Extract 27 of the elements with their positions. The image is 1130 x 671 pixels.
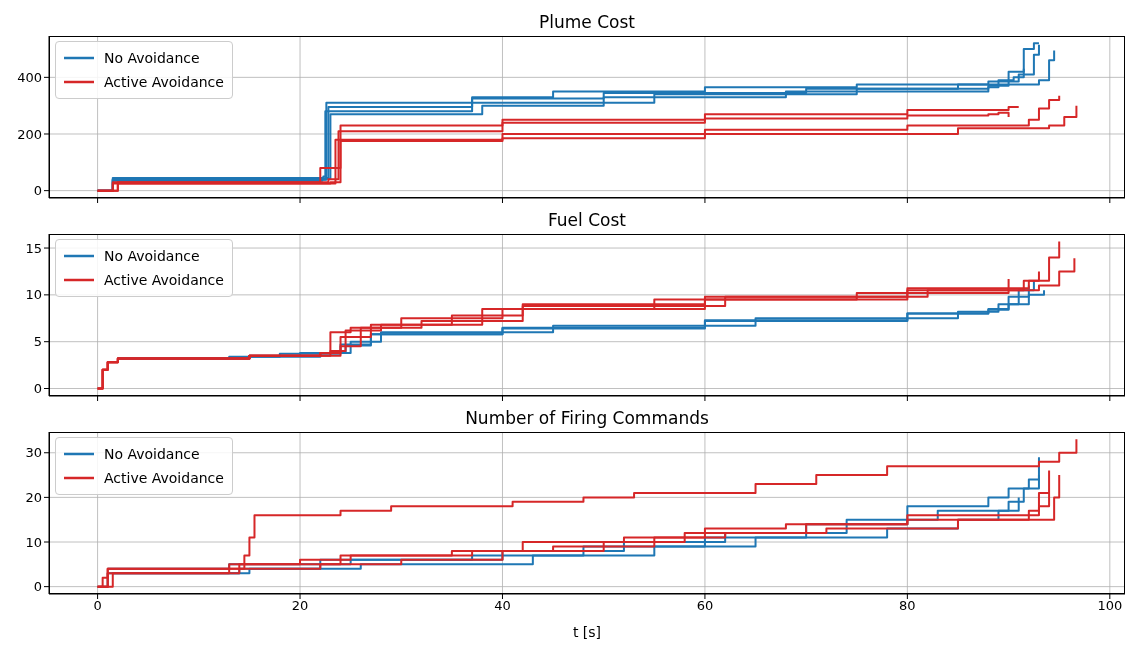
x-tick-label: 40 xyxy=(494,598,511,614)
legend-label: No Avoidance xyxy=(104,248,200,264)
x-tick-label: 20 xyxy=(291,598,309,614)
y-tick-label: 200 xyxy=(17,126,42,142)
x-tick-label: 100 xyxy=(1097,598,1123,614)
x-tick-label: 0 xyxy=(93,598,102,614)
y-tick-label: 15 xyxy=(25,240,42,256)
y-tick-label: 0 xyxy=(33,381,42,397)
y-tick-label: 20 xyxy=(25,490,42,505)
chart-title: Plume Cost xyxy=(538,11,636,34)
legend-label: No Avoidance xyxy=(104,446,200,462)
legend-label: No Avoidance xyxy=(104,50,200,66)
x-tick-label: 60 xyxy=(696,598,714,614)
legend-label: Active Avoidance xyxy=(104,272,224,288)
x-axis-title: t [s] xyxy=(572,624,602,640)
chart-title: Number of Firing Commands xyxy=(464,407,710,430)
y-tick-label: 0 xyxy=(33,579,42,595)
y-tick-label: 10 xyxy=(25,534,42,550)
legend-label: Active Avoidance xyxy=(104,470,224,486)
y-tick-label: 5 xyxy=(33,334,42,350)
y-tick-label: 400 xyxy=(17,69,42,85)
y-tick-label: 30 xyxy=(25,445,42,461)
y-tick-label: 10 xyxy=(25,287,42,303)
x-tick-label: 80 xyxy=(899,598,916,614)
chart-title: Fuel Cost xyxy=(547,209,627,232)
y-tick-label: 0 xyxy=(33,183,42,199)
legend-label: Active Avoidance xyxy=(104,74,224,90)
